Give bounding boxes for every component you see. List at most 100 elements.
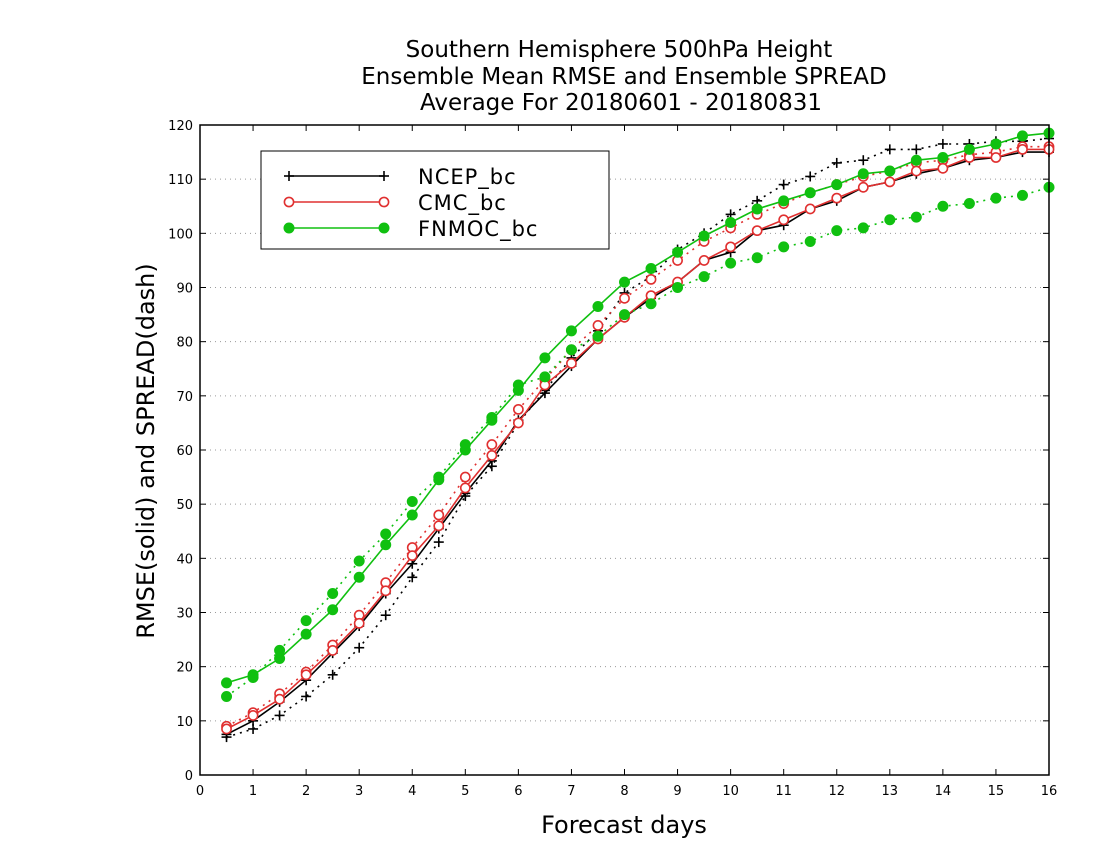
legend-marker-start — [283, 196, 295, 208]
cmc-bc-spread-point — [433, 509, 445, 521]
y-tick-label: 120 — [168, 119, 193, 134]
legend-marker-end — [378, 222, 390, 234]
fnmoc-bc-spread-point — [672, 282, 684, 293]
fnmoc-bc-rmse-point — [857, 168, 869, 180]
fnmoc-bc-rmse-point — [512, 384, 524, 396]
legend-marker-start — [284, 171, 294, 181]
fnmoc-bc-rmse-point — [672, 246, 684, 258]
fnmoc-bc-spread-point — [963, 198, 975, 210]
fnmoc-bc-spread-point — [1016, 189, 1028, 201]
fnmoc-bc-rmse-point — [486, 414, 498, 426]
cmc-bc-rmse-point — [884, 176, 896, 188]
cmc-bc-spread-point — [486, 439, 498, 450]
ncep-bc-spread-point — [805, 171, 816, 182]
legend-item-ncep-bc: NCEP_bc — [284, 165, 517, 190]
fnmoc-bc-spread-point — [353, 555, 365, 567]
y-tick-label: 100 — [168, 227, 193, 242]
cmc-bc-rmse-point — [857, 181, 869, 193]
fnmoc-bc-spread-point — [539, 371, 551, 383]
x-tick-label: 2 — [302, 784, 310, 799]
x-tick-label: 16 — [1041, 784, 1058, 799]
y-tick-label: 80 — [176, 336, 193, 351]
x-axis-label: Forecast days — [541, 811, 707, 839]
cmc-bc-rmse-point — [300, 669, 312, 681]
fnmoc-bc-rmse-point — [619, 276, 630, 288]
fnmoc-bc-rmse-point — [380, 539, 392, 551]
y-tick-label: 40 — [176, 552, 193, 567]
cmc-bc-rmse-point — [778, 214, 790, 226]
cmc-bc-spread-point — [512, 403, 524, 415]
x-tick-label: 15 — [988, 784, 1005, 799]
fnmoc-bc-rmse-point — [327, 604, 339, 616]
fnmoc-bc-spread-point — [751, 252, 763, 264]
cmc-bc-rmse-point — [512, 417, 524, 429]
ncep-bc-spread-point — [778, 179, 789, 190]
fnmoc-bc-rmse-point — [300, 628, 312, 640]
fnmoc-bc-spread-point — [857, 222, 869, 234]
cmc-bc-rmse-point — [274, 693, 285, 705]
x-tick-label: 6 — [514, 784, 522, 799]
ncep-bc-spread-point — [937, 138, 948, 149]
ncep-bc-spread-point — [433, 537, 444, 548]
fnmoc-bc-rmse-point — [1016, 130, 1028, 142]
fnmoc-bc-spread-point — [300, 615, 312, 627]
fnmoc-bc-rmse-point — [645, 263, 657, 275]
fnmoc-bc-rmse-point — [751, 203, 763, 215]
legend-marker-end — [379, 171, 389, 181]
legend-marker-start — [283, 222, 295, 234]
legend-label: NCEP_bc — [418, 165, 517, 190]
x-tick-label: 14 — [935, 784, 952, 799]
legend-label: FNMOC_bc — [418, 217, 538, 242]
y-tick-label: 20 — [176, 661, 193, 676]
legend-item-cmc-bc: CMC_bc — [283, 191, 506, 216]
ncep-bc-spread-line — [226, 137, 1050, 738]
y-tick-label: 60 — [176, 444, 193, 459]
x-tick-label: 3 — [355, 784, 363, 799]
legend-marker-end — [378, 196, 390, 208]
fnmoc-bc-rmse-point — [247, 669, 259, 681]
x-tick-label: 1 — [249, 784, 257, 799]
fnmoc-bc-spread-point — [990, 192, 1002, 204]
fnmoc-bc-spread-point — [884, 214, 896, 226]
x-tick-label: 11 — [775, 784, 792, 799]
x-tick-label: 8 — [620, 784, 628, 799]
fnmoc-bc-rmse-point — [804, 187, 816, 199]
cmc-bc-rmse-point — [380, 585, 392, 597]
title-line-1: Southern Hemisphere 500hPa Height — [406, 37, 833, 63]
series-layer — [221, 127, 1055, 743]
ncep-bc-spread-point — [301, 691, 312, 702]
cmc-bc-rmse-point — [804, 203, 816, 215]
cmc-bc-rmse-point — [698, 255, 710, 266]
cmc-bc-rmse-point — [433, 520, 445, 532]
x-tick-label: 4 — [408, 784, 416, 799]
y-tick-label: 10 — [176, 715, 193, 730]
fnmoc-bc-spread-point — [831, 225, 843, 237]
fnmoc-bc-spread-point — [565, 344, 577, 356]
x-tick-label: 10 — [722, 784, 739, 799]
title-line-2: Ensemble Mean RMSE and Ensemble SPREAD — [361, 64, 886, 90]
y-tick-label: 70 — [176, 390, 193, 405]
ncep-bc-spread-point — [911, 144, 922, 155]
cmc-bc-rmse-point — [937, 162, 949, 174]
fnmoc-bc-rmse-point — [698, 230, 710, 242]
fnmoc-bc-rmse-point — [963, 143, 975, 155]
title-line-3: Average For 20180601 - 20180831 — [420, 90, 822, 116]
fnmoc-bc-spread-point — [804, 235, 816, 247]
fnmoc-bc-rmse-point — [539, 352, 551, 364]
fnmoc-bc-spread-point — [725, 257, 737, 269]
fnmoc-bc-spread-point — [910, 211, 922, 223]
fnmoc-bc-rmse-point — [406, 509, 418, 521]
cmc-bc-spread-point — [645, 273, 657, 285]
series-fnmoc-bc — [221, 127, 1055, 702]
fnmoc-bc-spread-line — [226, 186, 1050, 698]
fnmoc-bc-spread-point — [937, 200, 949, 212]
fnmoc-bc-rmse-point — [565, 325, 577, 337]
fnmoc-bc-rmse-point — [831, 179, 843, 191]
cmc-bc-rmse-point — [247, 710, 259, 721]
fnmoc-bc-rmse-point — [459, 444, 471, 456]
cmc-bc-spread-point — [619, 292, 630, 304]
y-tick-label: 90 — [176, 282, 193, 297]
fnmoc-bc-rmse-point — [778, 195, 790, 207]
